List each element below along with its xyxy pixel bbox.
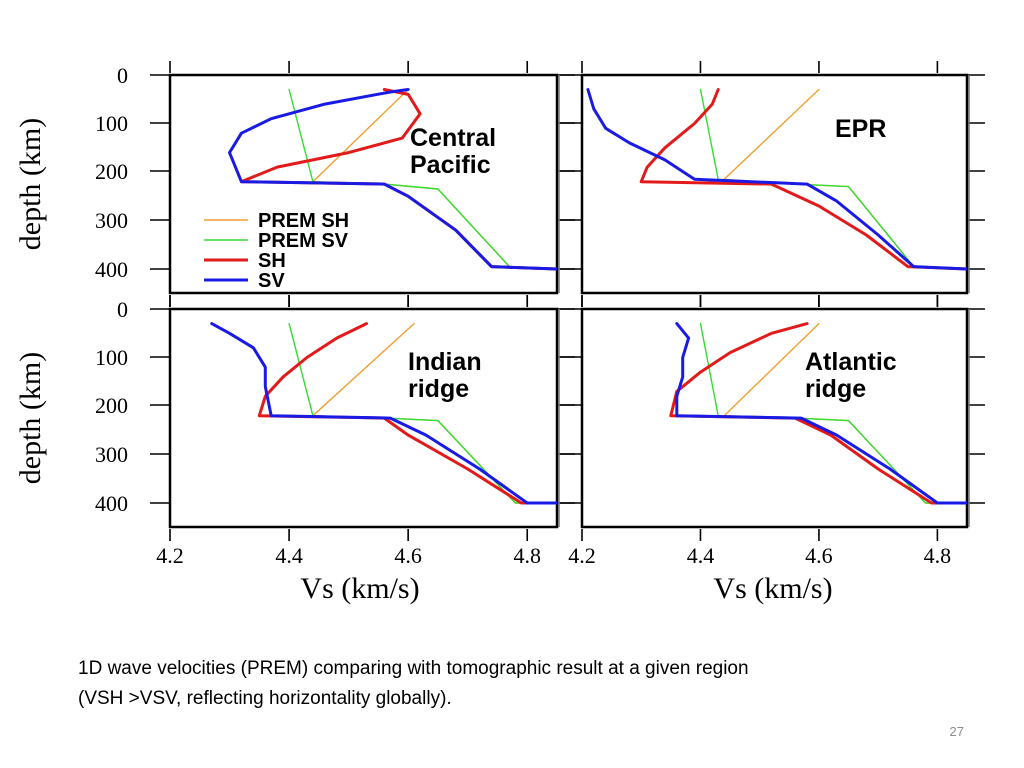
series-group — [669, 322, 967, 505]
y-tick-label: 400 — [95, 257, 128, 282]
y-tick-label: 100 — [95, 345, 128, 370]
x-tick-label: 4.8 — [924, 543, 952, 568]
series-line-sh — [639, 88, 967, 271]
plot-frame — [168, 73, 559, 295]
slide-number: 27 — [949, 724, 964, 739]
x-tick-label: 4.8 — [513, 543, 541, 568]
series-line-prem-sv — [699, 88, 967, 270]
y-tick-label: 400 — [95, 491, 128, 516]
x-tick-label: 4.4 — [687, 543, 715, 568]
series-line-sv — [586, 88, 967, 271]
series-line-sv — [228, 88, 557, 271]
x-tick-label: 4.6 — [394, 543, 422, 568]
series-group — [228, 88, 557, 271]
caption-line: (VSH >VSV, reflecting horizontality glob… — [78, 688, 452, 709]
legend-label: PREM SH — [258, 210, 349, 232]
y-tick-label: 0 — [117, 297, 128, 322]
legend-label: SV — [258, 270, 285, 292]
x-tick-label: 4.6 — [805, 543, 833, 568]
series-line-sv — [675, 322, 967, 505]
y-tick-label: 100 — [95, 111, 128, 136]
y-tick-label: 300 — [95, 208, 128, 233]
panel-title: Indian — [408, 348, 482, 376]
legend-label: SH — [258, 250, 286, 272]
x-axis-label-right: Vs (km/s) — [713, 572, 832, 605]
x-tick-label: 4.4 — [275, 543, 303, 568]
series-group — [210, 322, 557, 505]
y-tick-label: 300 — [95, 442, 128, 467]
panel-title: ridge — [408, 375, 469, 403]
panel-title: Central — [410, 124, 496, 152]
series-line-prem-sh — [312, 88, 557, 270]
y-axis-label-top: depth (km) — [14, 118, 47, 250]
panel-title: EPR — [835, 115, 886, 143]
chart-panel: EPR — [560, 61, 985, 307]
tick-marks — [560, 61, 985, 307]
x-axis-label-left: Vs (km/s) — [300, 572, 419, 605]
series-line-sh — [669, 322, 967, 505]
plot-frame — [580, 73, 969, 295]
x-tick-label: 4.2 — [568, 543, 596, 568]
caption-line: 1D wave velocities (PREM) comparing with… — [78, 658, 749, 679]
y-tick-label: 200 — [95, 159, 128, 184]
y-axis-label-bottom: depth (km) — [14, 352, 47, 484]
tick-marks — [560, 295, 985, 541]
series-line-sh — [257, 322, 557, 505]
panel-title: ridge — [805, 375, 866, 403]
plot-frame — [168, 307, 559, 529]
y-tick-label: 200 — [95, 393, 128, 418]
panel-title: Atlantic — [805, 348, 897, 376]
plot-frame — [580, 307, 969, 529]
legend-label: PREM SV — [258, 230, 349, 252]
series-line-sv — [210, 322, 557, 505]
x-tick-label: 4.2 — [156, 543, 184, 568]
slide-caption: 1D wave velocities (PREM) comparing with… — [78, 654, 938, 714]
series-group — [586, 88, 967, 271]
panel-title: Pacific — [410, 151, 491, 179]
y-tick-label: 0 — [117, 63, 128, 88]
